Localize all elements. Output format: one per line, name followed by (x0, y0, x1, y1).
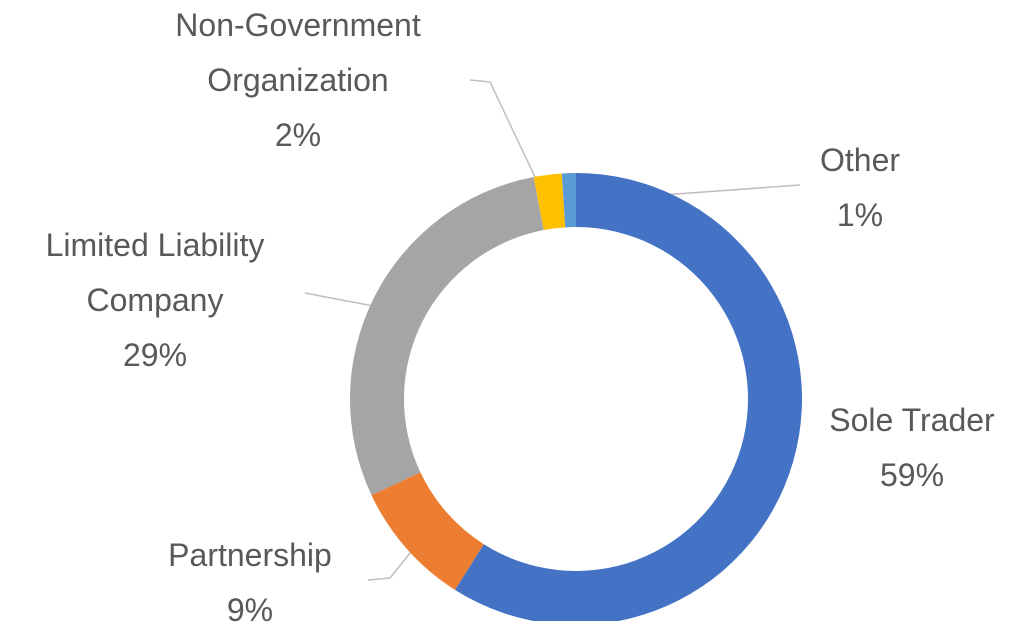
category-label: Other (819, 142, 901, 178)
value-label: 1% (836, 197, 884, 233)
donut-segment (454, 173, 802, 621)
value-label: 9% (226, 592, 274, 628)
donut-chart (304, 79, 802, 621)
donut-segment (533, 173, 566, 231)
category-label: Non-Government Organization (175, 7, 421, 98)
value-label: 59% (879, 457, 945, 493)
value-label: 29% (122, 337, 188, 373)
data-label: Other 1% (780, 133, 940, 243)
category-label: Limited Liability Company (45, 227, 265, 318)
donut-segment (561, 173, 576, 228)
data-label: Limited Liability Company 29% (5, 218, 305, 383)
chart: Sole Trader 59% Partnership 9% Limited Lia… (5, 0, 1029, 628)
category-label: Partnership (168, 537, 332, 573)
leader-line (469, 79, 546, 199)
donut-segment (371, 472, 484, 590)
category-label: Sole Trader (829, 402, 995, 438)
data-label: Non-Government Organization 2% (133, 0, 463, 163)
data-label: Sole Trader 59% (792, 393, 1029, 503)
donut-segment (349, 177, 544, 496)
data-label: Partnership 9% (130, 528, 370, 638)
value-label: 2% (274, 117, 322, 153)
